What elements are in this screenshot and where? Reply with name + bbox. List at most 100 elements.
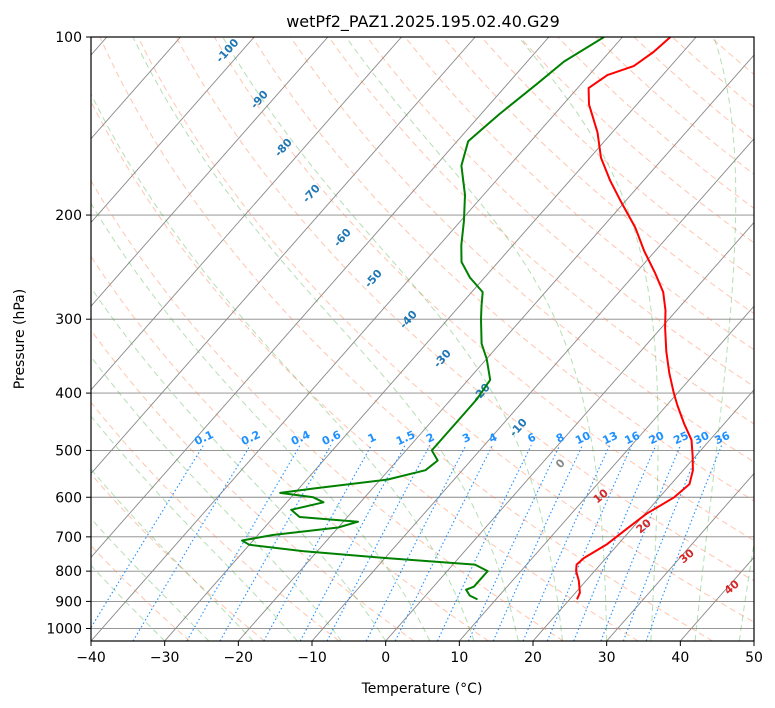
mixing-ratio-label: 36 — [713, 429, 733, 447]
isotherm-line — [237, 54, 754, 641]
mixing-ratio-line — [132, 444, 251, 641]
moist-adiabat-line — [345, 37, 608, 641]
isotherm-line — [532, 389, 754, 641]
mixing-ratio-line — [263, 444, 372, 641]
contour-label: -80 — [272, 136, 295, 160]
mixing-ratio-line — [573, 444, 657, 641]
plot-frame — [90, 36, 755, 642]
dry-adiabat-line — [481, 37, 754, 279]
x-tick-label: 0 — [381, 650, 390, 666]
contour-label-red: 40 — [722, 577, 742, 597]
chart-title: wetPf2_PAZ1.2025.195.02.40.G29 — [286, 12, 560, 32]
dry-adiabat-line — [213, 37, 754, 542]
isotherm-line — [606, 472, 754, 641]
y-axis: 100 200 300 400 500 600 700 800 900 1000 — [46, 30, 91, 637]
moist-adiabat-line — [132, 37, 519, 641]
mixing-ratio-line — [622, 444, 702, 641]
y-axis-label: Pressure (hPa) — [12, 289, 28, 389]
isotherm-line — [91, 37, 402, 391]
dry-adiabat-line — [91, 255, 489, 641]
mixing-ratio-label: 25 — [671, 429, 690, 447]
mixing-ratio-label: 20 — [647, 429, 667, 447]
x-axis-label: Temperature (°C) — [361, 681, 483, 697]
x-tick-label: 40 — [671, 650, 689, 666]
isotherm-line — [311, 138, 754, 641]
mixing-ratio-label: 3 — [460, 431, 472, 446]
mixing-ratio-label: 1 — [366, 431, 378, 446]
y-tick-label: 800 — [55, 564, 82, 580]
mixing-ratio-label: 13 — [601, 429, 620, 447]
y-tick-label: 400 — [55, 386, 82, 402]
mixing-ratio-line — [219, 444, 332, 641]
dry-adiabat-line — [91, 179, 564, 641]
contour-label-red: 20 — [634, 516, 654, 536]
moist-adiabat-line — [91, 286, 387, 641]
y-tick-label: 100 — [55, 30, 82, 46]
temperature-profile — [575, 37, 694, 600]
y-tick-label: 1000 — [46, 621, 82, 637]
contour-label-red: 10 — [591, 486, 611, 506]
dry-adiabat-line — [290, 37, 754, 463]
y-tick-label: 600 — [55, 490, 82, 506]
y-tick-label: 300 — [55, 312, 82, 328]
isotherm-line — [91, 37, 255, 224]
sounding-profiles — [241, 37, 694, 601]
dewpoint-profile — [241, 37, 605, 601]
x-tick-label: 50 — [745, 650, 763, 666]
mixing-ratio-label: 6 — [526, 430, 539, 445]
dry-adiabat-line — [519, 37, 754, 244]
mixing-ratio-line — [546, 444, 633, 641]
y-tick-label: 200 — [55, 208, 82, 224]
mixing-ratio-label: 0.2 — [239, 428, 262, 448]
mixing-ratio-label: 1.5 — [394, 428, 417, 448]
moist-adiabat-line — [91, 92, 475, 641]
moist-adiabat-line — [91, 202, 431, 641]
mixing-ratio-label: 0.1 — [192, 428, 215, 448]
dry-adiabat-line — [91, 544, 191, 641]
contour-label: -40 — [397, 308, 420, 332]
mixing-ratio-label: 0.6 — [320, 428, 343, 448]
contour-label: -70 — [300, 182, 323, 206]
dry-adiabat-line — [137, 37, 754, 623]
mixing-ratio-label: 4 — [487, 430, 500, 445]
isotherm-line — [91, 37, 329, 307]
x-tick-label: −10 — [297, 650, 327, 666]
x-tick-label: −40 — [76, 650, 106, 666]
mixing-ratio-line — [522, 444, 611, 641]
dry-adiabat-line — [404, 37, 754, 351]
dry-adiabat-line — [710, 37, 754, 75]
moist-adiabat-line — [738, 540, 754, 641]
isotherm-line — [458, 305, 754, 641]
moist-adiabat-line — [91, 355, 342, 641]
mixing-ratio-line — [436, 444, 532, 641]
dry-adiabat-line — [99, 37, 713, 641]
y-tick-label: 700 — [55, 530, 82, 546]
dry-adiabat-line — [175, 37, 754, 582]
dry-adiabat-line — [328, 37, 754, 425]
contour-label: -50 — [362, 267, 385, 291]
moist-adiabat-line — [518, 37, 659, 641]
x-tick-label: 30 — [598, 650, 616, 666]
contour-label-zero: 0 — [553, 456, 568, 471]
contour-label: -60 — [331, 226, 354, 250]
isotherm-line — [385, 221, 754, 641]
dry-adiabat-line — [91, 100, 639, 641]
y-tick-label: 900 — [55, 594, 82, 610]
dry-adiabat-line — [91, 329, 415, 641]
contour-labels: 0.1 0.2 0.4 0.6 1 1.5 2 3 4 6 8 10 13 16 20 25 30 36-100-… — [192, 36, 742, 597]
contour-label: -30 — [431, 347, 454, 371]
mixing-ratio-line — [645, 444, 723, 641]
mixing-ratio-line — [600, 444, 682, 641]
mixing-ratio-label: 10 — [573, 429, 593, 447]
mixing-ratio-line — [492, 444, 583, 641]
x-tick-label: 10 — [450, 650, 468, 666]
y-tick-label: 500 — [55, 443, 82, 459]
isotherm-line — [91, 37, 476, 475]
moist-adiabat-line — [222, 37, 563, 641]
contour-label: -100 — [213, 36, 241, 65]
mixing-ratio-label: 2 — [424, 431, 436, 446]
mixing-ratio-label: 16 — [623, 429, 643, 447]
background-lines — [91, 37, 754, 641]
dry-adiabat-line — [366, 37, 754, 388]
